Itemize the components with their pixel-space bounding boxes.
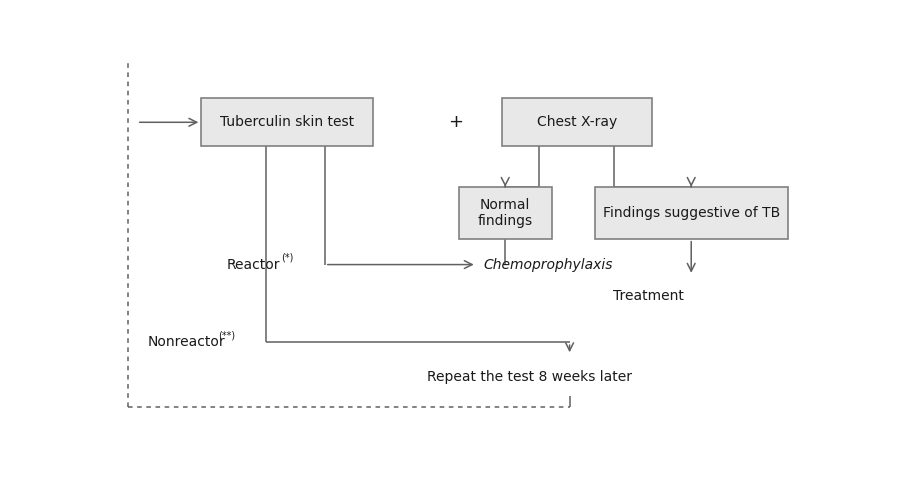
Text: Reactor: Reactor <box>226 258 280 272</box>
FancyBboxPatch shape <box>459 187 552 239</box>
Text: Repeat the test 8 weeks later: Repeat the test 8 weeks later <box>426 370 631 384</box>
FancyBboxPatch shape <box>502 98 652 146</box>
Text: +: + <box>448 113 462 132</box>
FancyBboxPatch shape <box>594 187 788 239</box>
Text: Treatment: Treatment <box>613 288 684 302</box>
Text: Findings suggestive of TB: Findings suggestive of TB <box>603 206 780 220</box>
Text: Chest X-ray: Chest X-ray <box>536 115 617 129</box>
Text: Normal
findings: Normal findings <box>478 198 533 228</box>
Text: Tuberculin skin test: Tuberculin skin test <box>220 115 354 129</box>
FancyBboxPatch shape <box>201 98 373 146</box>
Text: Chemoprophylaxis: Chemoprophylaxis <box>484 258 613 272</box>
Text: (**): (**) <box>218 331 234 340</box>
Text: Nonreactor: Nonreactor <box>148 335 225 349</box>
Text: (*): (*) <box>282 253 294 263</box>
